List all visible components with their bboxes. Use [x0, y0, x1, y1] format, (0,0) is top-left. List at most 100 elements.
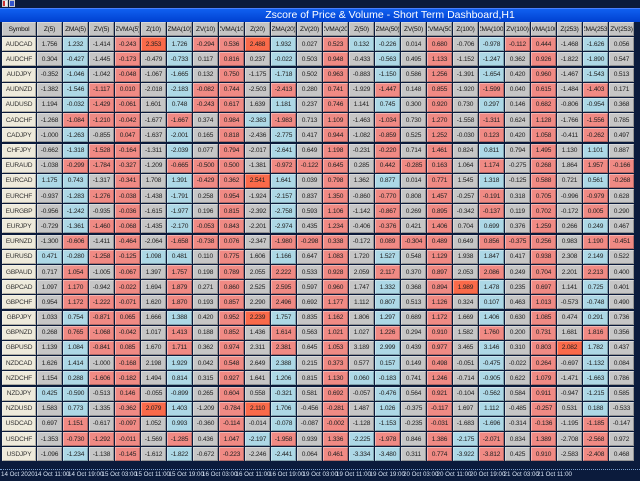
symbol-cell[interactable]: EURNZD: [2, 234, 36, 249]
symbol-cell[interactable]: AUDUSD: [2, 97, 36, 112]
symbol-cell[interactable]: NZDJPY: [2, 386, 36, 401]
zscore-cell: 0.894: [427, 280, 452, 295]
zscore-cell: 1.747: [349, 280, 374, 295]
zscore-cell: -0.429: [193, 173, 218, 188]
zscore-cell: 0.811: [479, 143, 504, 158]
column-header[interactable]: ZMA(20): [271, 22, 296, 36]
symbol-cell[interactable]: AUDCAD: [2, 37, 36, 52]
column-header[interactable]: Z(50): [349, 22, 374, 36]
column-header[interactable]: ZMA(100): [479, 22, 504, 36]
zscore-cell: 0.117: [193, 52, 218, 67]
zscore-cell: 2.201: [557, 265, 582, 279]
zscore-cell: 0.338: [323, 234, 348, 249]
chart-icon[interactable]: [9, 0, 15, 7]
symbol-cell[interactable]: NZDUSD: [2, 401, 36, 416]
zscore-cell: -0.071: [115, 295, 140, 310]
column-header[interactable]: ZVMA(50): [427, 22, 452, 36]
column-header[interactable]: ZMA(10): [167, 22, 192, 36]
zscore-cell: 1.053: [323, 340, 348, 355]
symbol-cell[interactable]: GBPUSD: [2, 340, 36, 355]
zscore-cell: -1.317: [89, 173, 114, 188]
symbol-cell[interactable]: GBPJPY: [2, 310, 36, 325]
zscore-cell: 0.588: [531, 173, 556, 188]
symbol-cell[interactable]: USDJPY: [2, 447, 36, 462]
symbol-cell[interactable]: GBPCAD: [2, 280, 36, 295]
zscore-cell: 0.834: [505, 432, 530, 447]
zscore-cell: 0.420: [505, 128, 530, 143]
zscore-cell: 1.297: [375, 310, 400, 325]
column-header[interactable]: ZVMA(100): [531, 22, 556, 36]
column-header[interactable]: ZMA(50): [375, 22, 400, 36]
zscore-cell: 2.649: [245, 356, 270, 371]
zscore-cell: -0.464: [115, 234, 140, 249]
symbol-cell[interactable]: USDCAD: [2, 416, 36, 431]
zscore-cell: -2.441: [271, 447, 296, 462]
zscore-cell: 0.984: [219, 113, 244, 128]
zscore-cell: 0.014: [401, 37, 426, 52]
zscore-cell: 1.932: [271, 37, 296, 52]
zscore-cell: 0.963: [323, 67, 348, 82]
zscore-cell: -0.883: [349, 67, 374, 82]
zscore-cell: 0.132: [349, 37, 374, 52]
symbol-cell[interactable]: AUDNZD: [2, 82, 36, 97]
column-header[interactable]: ZV(50): [401, 22, 426, 36]
column-header[interactable]: ZMA(5): [63, 22, 88, 36]
column-header[interactable]: ZVMA(5): [115, 22, 140, 36]
zscore-cell: 0.077: [193, 143, 218, 158]
column-header[interactable]: ZVMA(10): [219, 22, 244, 36]
symbol-cell[interactable]: GBPAUD: [2, 265, 36, 279]
column-header[interactable]: Z(20): [245, 22, 270, 36]
column-header[interactable]: ZV(20): [297, 22, 322, 36]
zscore-cell: -0.867: [375, 204, 400, 219]
zscore-cell: 1.058: [531, 128, 556, 143]
zscore-cell: -0.475: [479, 356, 504, 371]
zscore-cell: 0.437: [609, 340, 634, 355]
symbol-cell[interactable]: CHFJPY: [2, 143, 36, 158]
zscore-cell: 1.457: [427, 189, 452, 204]
symbol-cell[interactable]: AUDJPY: [2, 67, 36, 82]
zscore-cell: 0.417: [297, 128, 322, 143]
symbol-cell[interactable]: EURGBP: [2, 204, 36, 219]
column-header[interactable]: ZMA(253): [583, 22, 608, 36]
column-header[interactable]: Z(100): [453, 22, 478, 36]
symbol-cell[interactable]: GBPCHF: [2, 295, 36, 310]
symbol-cell[interactable]: EURJPY: [2, 219, 36, 234]
zscore-cell: 1.112: [349, 295, 374, 310]
column-header[interactable]: Symbol: [2, 22, 36, 36]
symbol-cell[interactable]: EURUSD: [2, 249, 36, 264]
zscore-cell: 0.271: [193, 280, 218, 295]
zscore-cell: 0.977: [427, 340, 452, 355]
zscore-cell: -1.381: [245, 158, 270, 173]
column-header[interactable]: Z(253): [557, 22, 582, 36]
zscore-cell: 0.857: [219, 295, 244, 310]
column-header[interactable]: ZV(100): [505, 22, 530, 36]
column-header[interactable]: Z(5): [37, 22, 62, 36]
symbol-cell[interactable]: NZDCAD: [2, 356, 36, 371]
zscore-cell: 1.413: [167, 325, 192, 340]
zscore-cell: 0.773: [63, 401, 88, 416]
zscore-cell: -1.210: [89, 113, 114, 128]
column-header[interactable]: ZV(5): [89, 22, 114, 36]
symbol-cell[interactable]: NZDCHF: [2, 371, 36, 386]
symbol-cell[interactable]: AUDCHF: [2, 52, 36, 67]
zscore-cell: -1.667: [167, 113, 192, 128]
dashboard-title: Zscore of Price & Volume - Short Term Da…: [265, 9, 515, 21]
symbol-cell[interactable]: CADCHF: [2, 113, 36, 128]
symbol-cell[interactable]: EURCAD: [2, 173, 36, 188]
symbol-cell[interactable]: CADJPY: [2, 128, 36, 143]
symbol-cell[interactable]: USDCHF: [2, 432, 36, 447]
zscore-cell: 0.268: [531, 158, 556, 173]
zscore-cell: 0.258: [193, 189, 218, 204]
zscore-cell: 1.259: [531, 219, 556, 234]
zscore-cell: 0.697: [37, 416, 62, 431]
column-header[interactable]: ZV(253): [609, 22, 634, 36]
zscore-cell: 0.495: [401, 52, 426, 67]
zscore-cell: 0.597: [297, 280, 322, 295]
column-header[interactable]: ZV(10): [193, 22, 218, 36]
column-header[interactable]: Z(10): [141, 22, 166, 36]
symbol-cell[interactable]: EURCHF: [2, 189, 36, 204]
flag-icon[interactable]: [2, 0, 8, 7]
symbol-cell[interactable]: EURAUD: [2, 158, 36, 173]
column-header[interactable]: ZVMA(20): [323, 22, 348, 36]
symbol-cell[interactable]: GBPNZD: [2, 325, 36, 340]
